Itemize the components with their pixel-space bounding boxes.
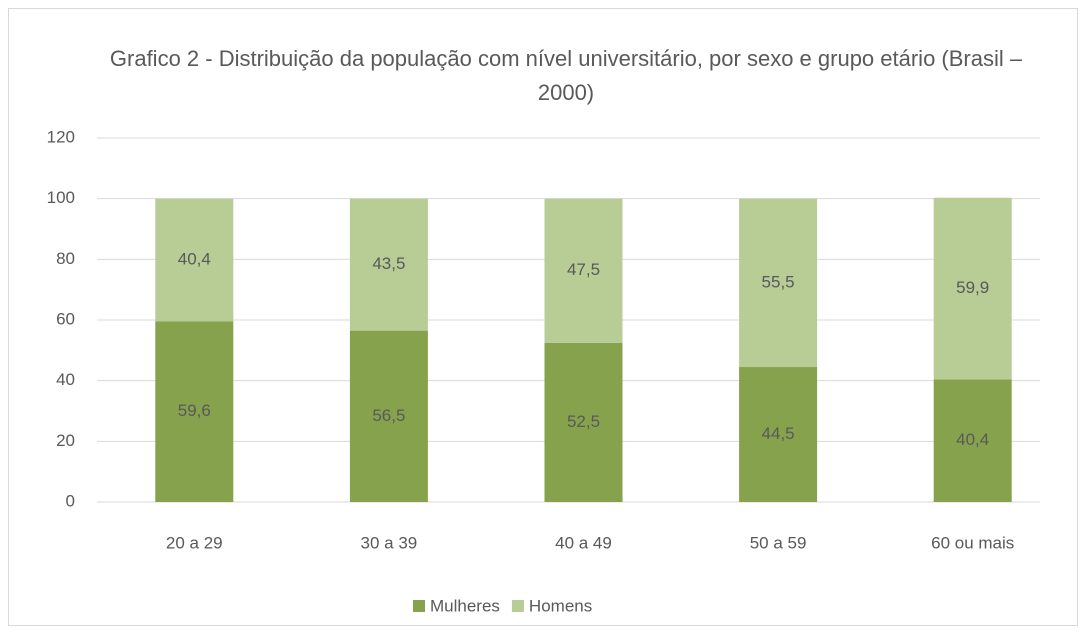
y-tick-label: 100 xyxy=(47,188,75,207)
data-label: 59,9 xyxy=(956,278,989,297)
legend-swatch xyxy=(511,600,524,612)
legend-swatch xyxy=(413,600,425,612)
data-label: 40,4 xyxy=(178,249,211,268)
data-label: 47,5 xyxy=(567,260,600,279)
x-tick-label: 50 a 59 xyxy=(750,533,807,552)
legend-label: Homens xyxy=(529,596,592,615)
y-tick-label: 120 xyxy=(47,127,75,146)
bar-segment xyxy=(933,379,1012,502)
data-label: 44,5 xyxy=(762,424,795,443)
y-tick-label: 60 xyxy=(56,309,75,328)
y-tick-label: 20 xyxy=(56,431,75,450)
data-label: 56,5 xyxy=(372,406,405,425)
chart-title: Grafico 2 - Distribuição da população co… xyxy=(109,46,1023,105)
data-label: 52,5 xyxy=(567,412,600,431)
bar-segment xyxy=(349,330,428,502)
legend-label: Mulheres xyxy=(430,596,500,615)
bar-segment xyxy=(739,198,818,368)
x-tick-label: 60 ou mais xyxy=(931,533,1014,552)
bar-segment xyxy=(544,198,623,343)
x-tick-label: 30 a 39 xyxy=(361,533,418,552)
x-tick-label: 20 a 29 xyxy=(166,533,223,552)
y-tick-label: 80 xyxy=(56,249,75,268)
bar-segment xyxy=(155,321,234,502)
data-label: 59,6 xyxy=(178,401,211,420)
data-label: 40,4 xyxy=(956,430,989,449)
y-tick-label: 40 xyxy=(56,370,75,389)
y-tick-label: 0 xyxy=(66,491,75,510)
bar-segment xyxy=(155,198,234,322)
x-tick-label: 40 a 49 xyxy=(555,533,612,552)
data-label: 55,5 xyxy=(762,272,795,291)
bar-segment xyxy=(739,367,818,502)
bar-segment xyxy=(933,197,1012,380)
bar-segment xyxy=(349,198,428,331)
data-label: 43,5 xyxy=(372,254,405,273)
bar-segment xyxy=(544,342,623,502)
